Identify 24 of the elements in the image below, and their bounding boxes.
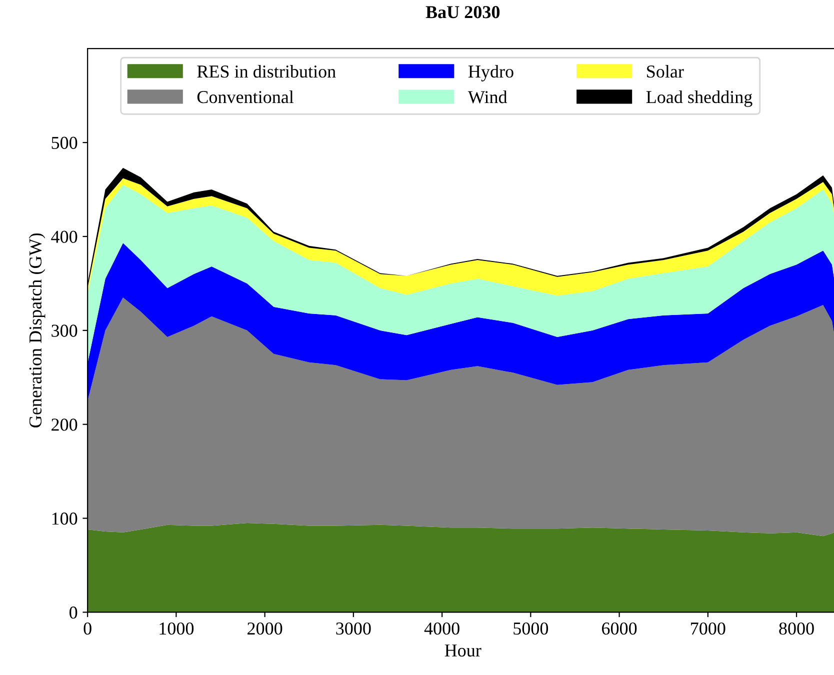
legend-label: Wind [468, 90, 508, 104]
x-tick-label: 2000 [248, 622, 282, 635]
y-tick-label: 300 [52, 324, 78, 337]
y-tick-label: 500 [52, 136, 78, 149]
legend-label: Solar [647, 64, 684, 78]
x-axis-title: Hour [444, 644, 482, 657]
y-tick-label: 200 [52, 418, 78, 431]
x-tick-label: 7000 [691, 622, 726, 635]
x-tick-label: 5000 [514, 622, 548, 635]
y-tick-label: 100 [52, 512, 78, 525]
legend-label: Conventional [197, 90, 294, 104]
legend-label: RES in distribution [197, 64, 336, 78]
x-tick-label: 6000 [602, 622, 637, 635]
x-tick-label: 4000 [424, 622, 460, 635]
legend-label: Hydro [468, 64, 514, 82]
x-tick-label: 8000 [779, 622, 814, 635]
x-tick-label: 1000 [160, 622, 194, 635]
y-tick-label: 0 [70, 606, 78, 619]
y-axis-title: Generation Dispatch (GW) [28, 233, 46, 428]
x-tick-label: 0 [84, 622, 92, 635]
x-tick-label: 3000 [336, 622, 371, 635]
y-tick-label: 400 [51, 230, 78, 243]
legend-label: Load shedding [646, 90, 752, 107]
chart-title: BaU 2030 [426, 6, 500, 18]
